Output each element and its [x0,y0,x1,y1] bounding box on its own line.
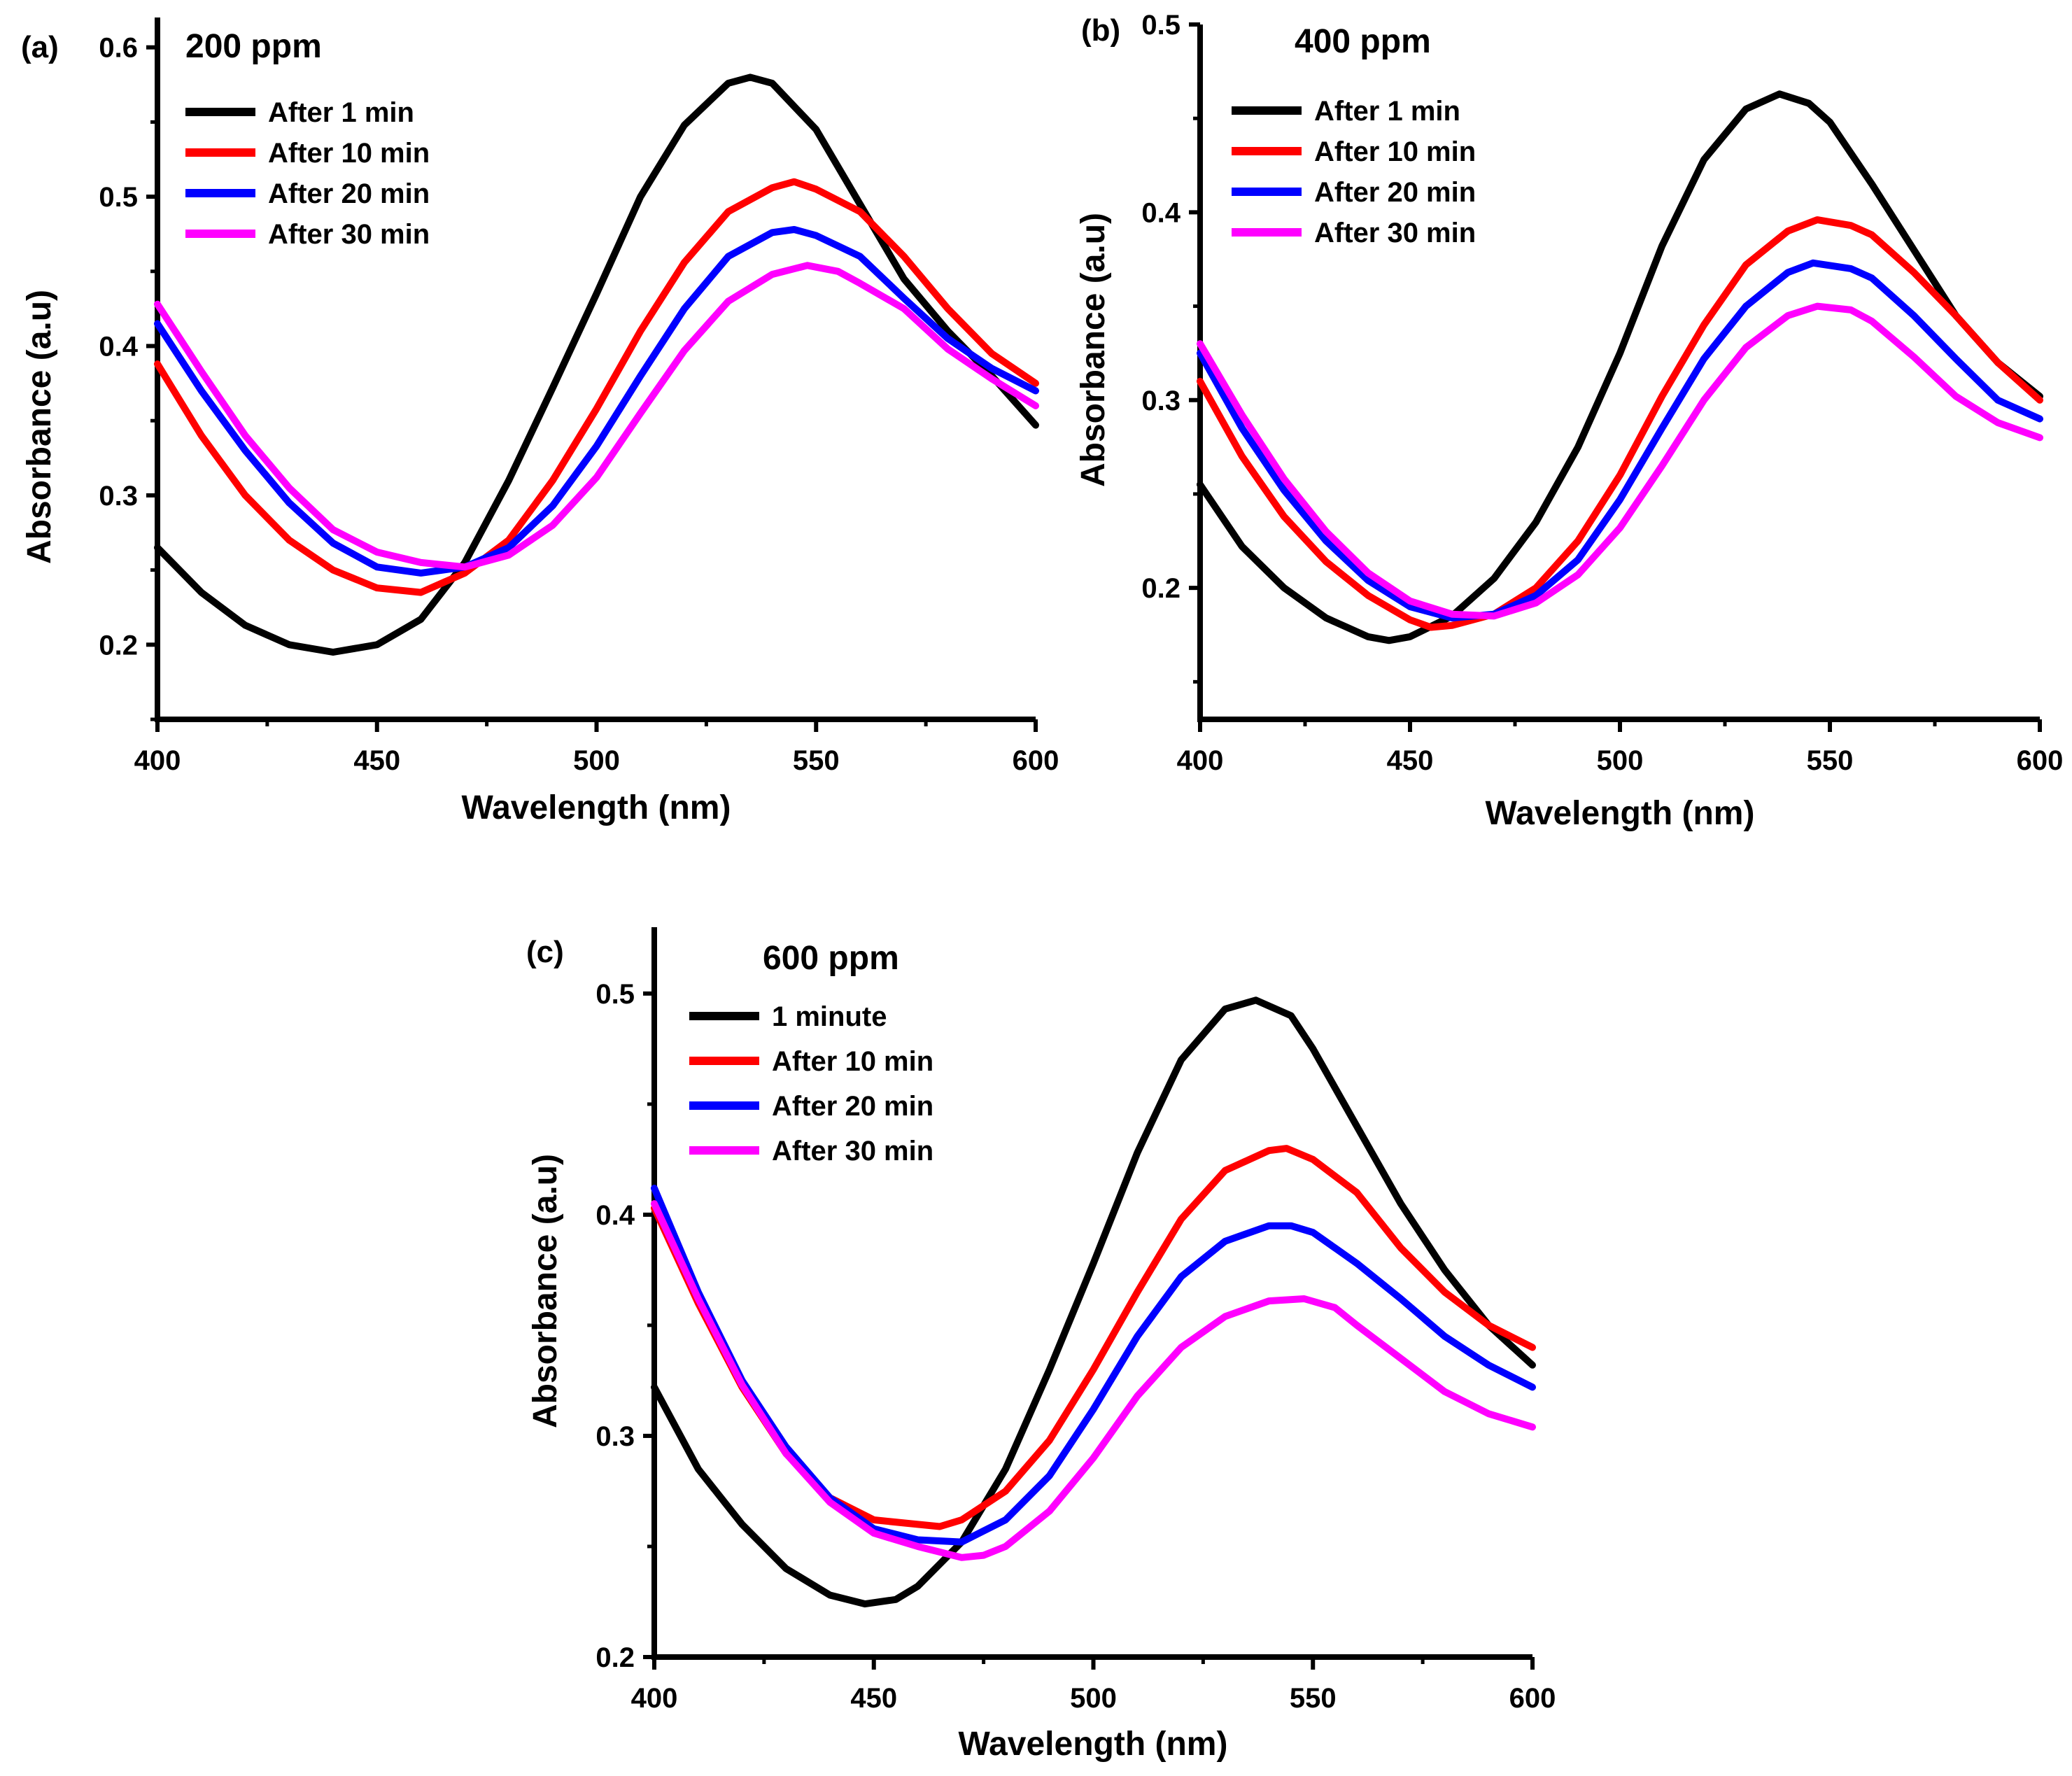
y-tick-label: 0.5 [1141,10,1181,41]
y-axis-label: Absorbance (a.u) [1075,213,1112,487]
legend-label-2: After 20 min [268,178,430,209]
panel-label: (b) [1081,13,1120,48]
legend-label-0: After 1 min [268,97,414,128]
legend-label-2: After 20 min [772,1091,933,1122]
legend-label-1: After 10 min [268,138,430,169]
y-axis-label: Absorbance (a.u) [527,1154,564,1428]
x-tick-label: 600 [2017,745,2064,776]
panel-label: (c) [526,935,564,969]
series-line-3 [1197,302,2043,620]
chart-title: 600 ppm [763,940,899,977]
x-tick-label: 500 [1070,1683,1117,1714]
x-tick-label: 400 [134,745,181,776]
legend-label-2: After 20 min [1314,177,1476,208]
chart-title: 400 ppm [1295,23,1431,60]
series-line-1 [154,178,1039,596]
legend-label-1: After 10 min [772,1046,933,1077]
y-tick-label: 0.2 [1141,573,1181,604]
series-line-2 [1197,259,2043,622]
x-tick-label: 600 [1013,745,1059,776]
y-tick-label: 0.3 [1141,386,1181,416]
y-tick-label: 0.4 [595,1200,635,1231]
panel-label: (a) [21,30,59,64]
y-tick-label: 0.3 [99,481,138,512]
series-line-3 [154,262,1039,571]
legend-label-3: After 30 min [772,1136,933,1167]
legend-label-0: After 1 min [1314,96,1460,127]
y-tick-label: 0.4 [99,331,138,362]
series-line-2 [651,1185,1536,1546]
y-tick-label: 0.2 [595,1642,635,1673]
series-line-1 [1197,216,2043,631]
x-axis-label: Wavelength (nm) [1486,795,1755,832]
x-tick-label: 450 [353,745,400,776]
series-line-0 [651,996,1536,1608]
legend-label-3: After 30 min [1314,218,1476,248]
x-tick-label: 450 [1387,745,1434,776]
x-tick-label: 450 [850,1683,897,1714]
x-axis-label: Wavelength (nm) [959,1726,1228,1763]
chart-panel-0: 400 450 500 550 600 0.2 0.3 0.4 0.5 0.6 After 1 mi… [21,17,1059,826]
series-line-3 [651,1200,1536,1561]
chart-title: 200 ppm [185,28,322,65]
y-tick-label: 0.2 [99,630,138,661]
y-tick-label: 0.3 [595,1421,635,1452]
x-tick-label: 600 [1509,1683,1556,1714]
series-line-0 [154,73,1039,656]
y-tick-label: 0.5 [595,979,635,1010]
x-tick-label: 550 [1290,1683,1337,1714]
x-tick-label: 500 [1597,745,1644,776]
y-tick-label: 0.6 [99,33,138,64]
x-tick-label: 550 [1807,745,1854,776]
legend-label-1: After 10 min [1314,136,1476,167]
series-line-0 [1197,90,2043,644]
x-tick-label: 550 [793,745,840,776]
x-axis-label: Wavelength (nm) [462,789,731,826]
y-tick-label: 0.4 [1141,197,1181,228]
series-line-2 [154,226,1039,577]
legend-label-3: After 30 min [268,219,430,250]
y-axis-label: Absorbance (a.u) [21,290,58,564]
x-tick-label: 400 [1177,745,1224,776]
x-tick-label: 500 [573,745,620,776]
x-tick-label: 400 [631,1683,678,1714]
chart-panel-1: 400 450 500 550 600 0.2 0.3 0.4 0.5 After 1 min Af… [1075,10,2063,832]
y-tick-label: 0.5 [99,182,138,213]
chart-panel-2: 400 450 500 550 600 0.2 0.3 0.4 0.5 1 minute After… [526,927,1556,1763]
legend-label-0: 1 minute [772,1001,887,1032]
